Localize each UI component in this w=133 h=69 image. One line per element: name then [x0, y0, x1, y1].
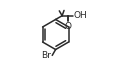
Text: Br: Br: [42, 51, 51, 60]
Text: O: O: [65, 22, 72, 31]
Text: OH: OH: [74, 11, 87, 20]
